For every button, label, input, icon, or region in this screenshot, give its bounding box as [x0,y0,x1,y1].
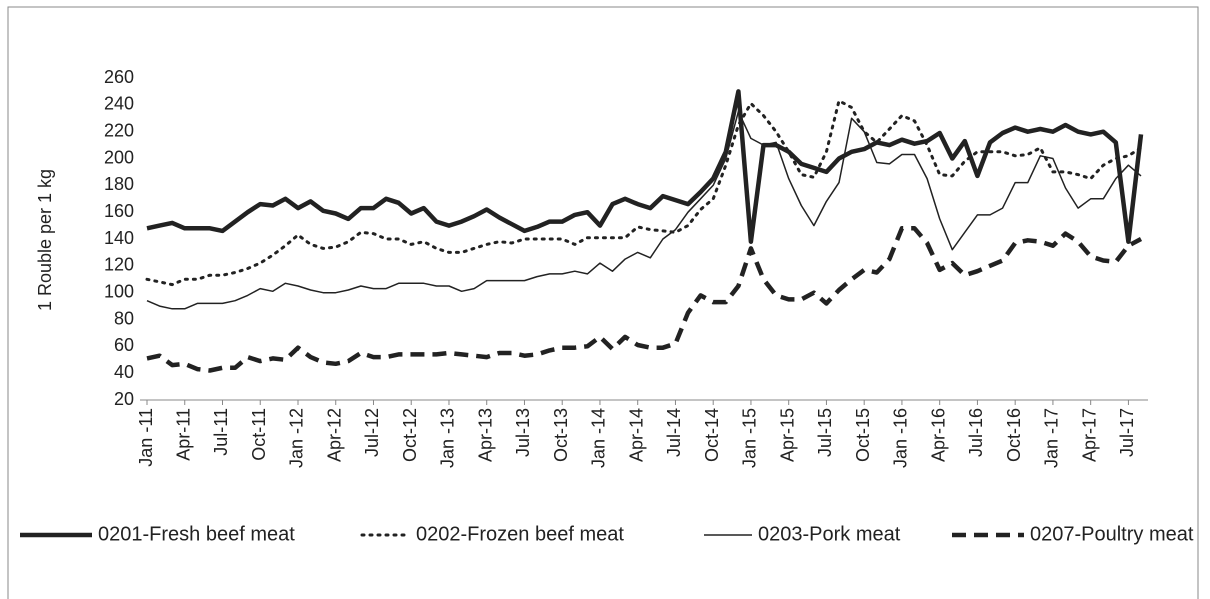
series-line [146,226,1143,373]
x-tick-label: Apr-11 [173,408,193,461]
y-tick-label: 120 [104,255,134,275]
x-tick-label: Apr-17 [1079,408,1099,462]
x-tick-label: Jan -15 [740,408,760,468]
x-tick-label: Jul-17 [1117,408,1137,457]
frame [7,6,1199,599]
y-tick-label: 240 [104,94,134,114]
x-tick-label: Oct-12 [400,408,420,462]
legend-label: 0201-Fresh beef meat [98,523,295,545]
y-tick-label: 160 [104,201,134,221]
y-tick-label: 180 [104,174,134,194]
x-tick-label: Apr-12 [324,408,344,462]
series-line [146,89,1144,244]
x-tick-label: Oct-14 [702,408,722,462]
x-tick-label: Jan -16 [891,408,911,468]
y-tick-label: 260 [104,67,134,87]
x-tick-label: Jan -11 [136,408,156,467]
x-tick-label: Jul-16 [966,408,986,457]
x-tick-label: Apr-15 [777,408,797,462]
y-tick-label: 20 [114,389,134,409]
x-tick-label: Jul-13 [513,408,533,457]
x-tick-label: Jul-14 [664,408,684,457]
x-tick-label: Jul-15 [815,408,835,457]
y-tick-label: 140 [104,228,134,248]
x-tick-label: Jan -12 [287,408,307,468]
y-tick-label: 60 [114,335,134,355]
y-tick-label: 200 [104,147,134,167]
series-line [145,99,1143,287]
x-tick-label: Oct-11 [249,408,269,461]
x-tick-label: Apr-16 [928,408,948,462]
x-tick-label: Jul-11 [211,408,231,456]
x-tick-label: Oct-15 [853,408,873,462]
y-tick-label: 100 [104,281,134,301]
legend-label: 0202-Frozen beef meat [416,523,624,545]
legend-label: 0203-Pork meat [758,523,901,545]
y-tick-label: 40 [114,362,134,382]
x-tick-label: Jan -13 [438,408,458,468]
legend-label: 0207-Poultry meat [1030,523,1194,545]
series-line [146,110,1142,310]
x-tick-label: Jan -14 [589,408,609,468]
y-axis-label: 1 Rouble per 1 kg [35,169,55,311]
y-tick-label: 80 [114,308,134,328]
x-tick-label: Jan -17 [1042,408,1062,468]
x-tick-label: Oct-16 [1004,408,1024,462]
x-tick-label: Jul-12 [362,408,382,457]
x-tick-label: Oct-13 [551,408,571,462]
x-tick-label: Apr-13 [475,408,495,462]
x-tick-label: Apr-14 [626,408,646,462]
y-tick-label: 220 [104,120,134,140]
